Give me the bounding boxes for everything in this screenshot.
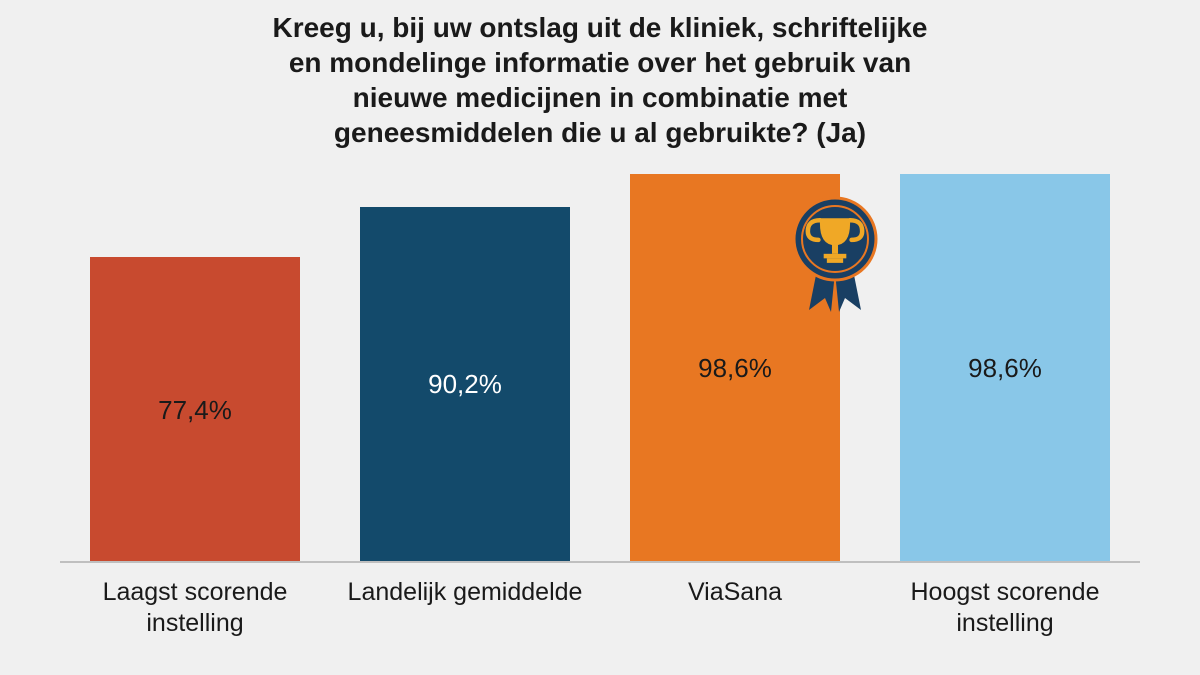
x-axis-label: ViaSana xyxy=(600,577,870,640)
x-axis-labels: Laagst scorendeinstellingLandelijk gemid… xyxy=(60,577,1140,640)
chart-container: Kreeg u, bij uw ontslag uit de kliniek, … xyxy=(0,0,1200,675)
bar: 90,2% xyxy=(360,207,570,563)
bar-slot: 77,4% xyxy=(60,168,330,563)
bar: 98,6% xyxy=(900,174,1110,563)
bar-slot: 98,6% xyxy=(600,168,870,563)
chart-title: Kreeg u, bij uw ontslag uit de kliniek, … xyxy=(60,10,1140,150)
x-axis-baseline xyxy=(60,561,1140,563)
trophy-badge-icon xyxy=(790,194,880,321)
trophy-badge-svg xyxy=(790,194,880,316)
bars-row: 77,4% 90,2% 98,6% 98,6% xyxy=(60,168,1140,563)
bar-value-label: 98,6% xyxy=(968,353,1042,384)
bar-slot: 90,2% xyxy=(330,168,600,563)
bar-value-label: 90,2% xyxy=(428,369,502,400)
x-axis-label: Laagst scorendeinstelling xyxy=(60,577,330,640)
x-axis-label: Hoogst scorendeinstelling xyxy=(870,577,1140,640)
bar: 98,6% xyxy=(630,174,840,563)
plot-area: 77,4% 90,2% 98,6% 98,6% xyxy=(60,168,1140,563)
bar-slot: 98,6% xyxy=(870,168,1140,563)
bar: 77,4% xyxy=(90,257,300,563)
bar-value-label: 98,6% xyxy=(698,353,772,384)
x-axis-label: Landelijk gemiddelde xyxy=(330,577,600,640)
bar-value-label: 77,4% xyxy=(158,395,232,426)
